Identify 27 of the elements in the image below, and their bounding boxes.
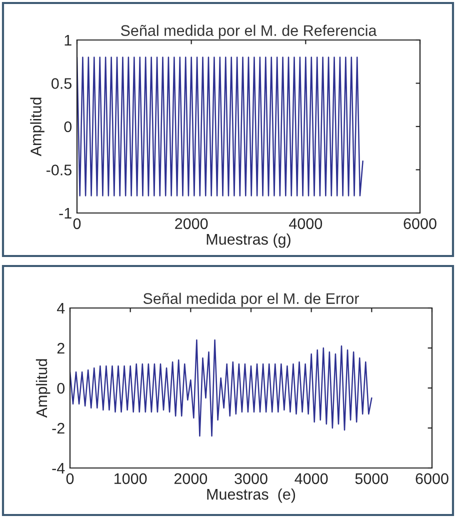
y-tick-label: 0: [57, 382, 65, 394]
y-tick-label: -1: [59, 208, 72, 219]
x-axis-title: Muestras (e): [207, 488, 296, 503]
x-tick-label: 6000: [416, 473, 448, 484]
chart-title: Señal medida por el M. de Referencia: [120, 24, 377, 40]
line-series: [70, 339, 372, 437]
x-axis-title: Muestras (g): [206, 233, 290, 248]
chart-title: Señal medida por el M. de Error: [143, 292, 360, 308]
x-tick-label: 6000: [404, 218, 436, 230]
x-tick-label: 3000: [234, 473, 268, 484]
y-tick-label: -2: [52, 422, 64, 434]
x-tick-label: 5000: [355, 473, 388, 484]
y-tick-label: 0.5: [52, 78, 72, 89]
y-tick-label: 0: [64, 121, 72, 132]
y-axis-title: Amplitud: [36, 359, 50, 418]
y-tick-label: 1: [64, 35, 72, 46]
x-tick-label: 2000: [175, 218, 208, 230]
x-tick-label: 4000: [294, 473, 328, 484]
y-tick-label: -0.5: [46, 164, 72, 176]
x-tick-label: 4000: [289, 218, 322, 230]
y-tick-label: 2: [57, 342, 64, 354]
y-tick-label: -4: [52, 463, 65, 474]
x-tick-label: 2000: [174, 473, 208, 484]
y-axis-title: Amplitud: [30, 98, 44, 156]
x-tick-label: 1000: [114, 473, 147, 484]
x-tick-label: 0: [73, 218, 81, 230]
y-tick-label: 4: [56, 303, 65, 314]
